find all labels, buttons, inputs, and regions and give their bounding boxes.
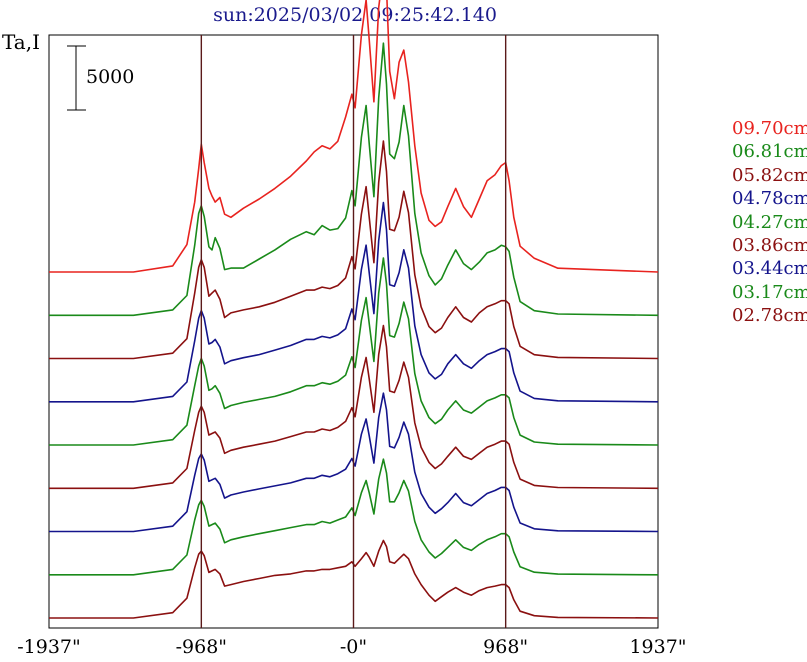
scale-bar-label: 5000	[86, 66, 135, 88]
trace-09.70cm	[49, 0, 659, 273]
legend-item: 02.78cm	[732, 305, 807, 327]
x-tick-label: -0"	[339, 636, 368, 658]
legend-item: 06.81cm	[732, 141, 807, 163]
trace-04.78cm	[49, 201, 659, 403]
legend-item: 03.44cm	[732, 258, 807, 280]
x-tick-label: -1937"	[17, 636, 81, 658]
trace-04.27cm	[49, 257, 659, 446]
y-axis-label: Ta,I	[2, 30, 40, 54]
trace-05.82cm	[49, 140, 659, 360]
legend-item: 03.86cm	[732, 235, 807, 257]
chart-title: sun:2025/03/02 09:25:42.140	[213, 4, 497, 26]
x-tick-label: 1937"	[629, 636, 687, 658]
legend-item: 04.27cm	[732, 211, 807, 233]
trace-03.17cm	[49, 458, 659, 576]
x-tick-label: -968"	[175, 636, 228, 658]
trace-02.78cm	[49, 539, 659, 619]
trace-03.86cm	[49, 324, 659, 490]
trace-03.44cm	[49, 392, 659, 533]
legend: 09.70cm 06.81cm 05.82cm 04.78cm 04.27cm 03.86…	[732, 117, 807, 328]
legend-item: 04.78cm	[732, 188, 807, 210]
trace-06.81cm	[49, 42, 659, 317]
legend-item: 05.82cm	[732, 164, 807, 186]
legend-item: 03.17cm	[732, 281, 807, 303]
x-tick-label: 968"	[483, 636, 529, 658]
legend-item: 09.70cm	[732, 118, 807, 139]
